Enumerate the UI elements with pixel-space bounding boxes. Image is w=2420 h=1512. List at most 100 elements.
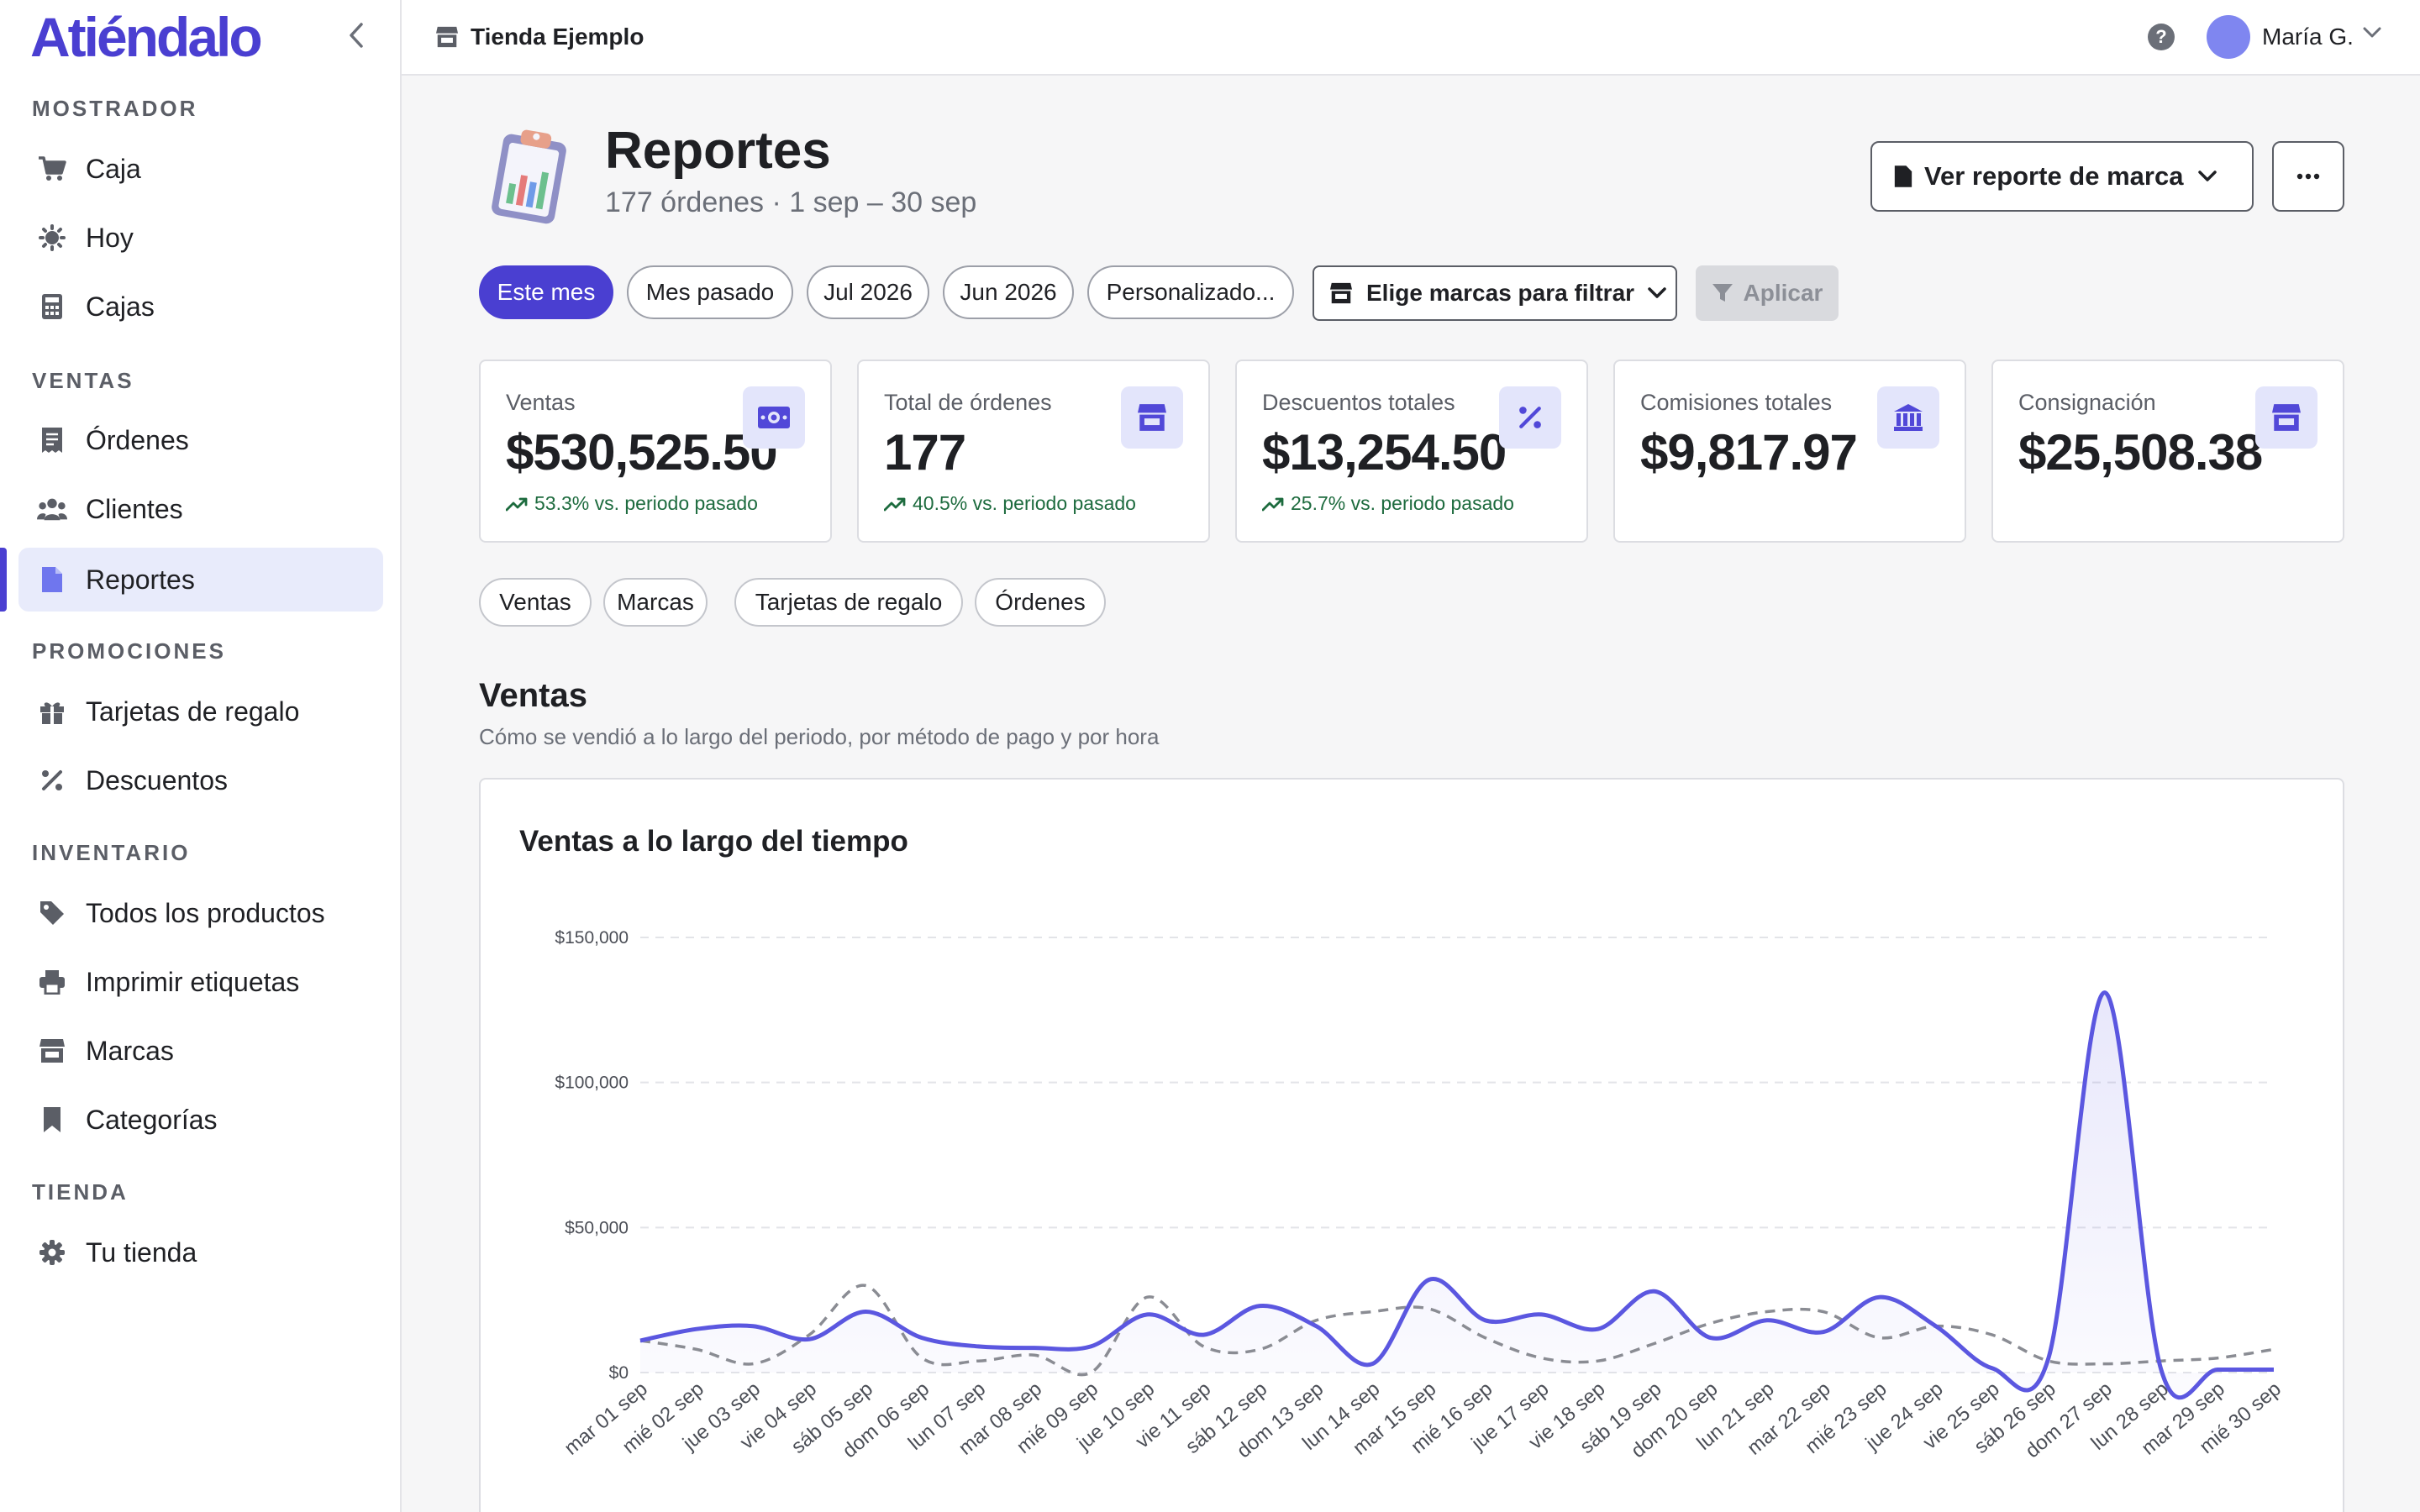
sidebar-item-label: Tarjetas de regalo (86, 696, 300, 727)
section-title: Ventas (479, 677, 587, 714)
series-area (640, 992, 2274, 1398)
date-chip-este-mes[interactable]: Este mes (479, 265, 613, 319)
nav-section-ventas: VENTAS (32, 368, 134, 393)
sidebar-item-label: Marcas (86, 1035, 174, 1066)
brand-filter-label: Elige marcas para filtrar (1366, 280, 1635, 306)
sun-icon (37, 223, 67, 253)
more-options-button[interactable] (2272, 141, 2344, 212)
brand-filter-select[interactable]: Elige marcas para filtrar (1313, 265, 1677, 321)
tag-icon (37, 898, 67, 928)
sidebar-item-label: Reportes (86, 564, 195, 595)
sidebar-item-hoy[interactable]: Hoy (18, 206, 383, 270)
trend-up-icon (884, 496, 906, 512)
topbar: Tienda Ejemplo ? María G. (402, 0, 2420, 76)
file-icon (1894, 165, 1912, 188)
chevron-down-icon[interactable] (2363, 27, 2381, 43)
kpi-value: $13,254.50 (1262, 424, 1507, 480)
printer-icon (37, 967, 67, 997)
sidebar-item-clientes[interactable]: Clientes (18, 477, 383, 541)
apply-button[interactable]: Aplicar (1696, 265, 1839, 321)
kpi-label: Total de órdenes (884, 390, 1052, 415)
sidebar-item-tarjetas-de-regalo[interactable]: Tarjetas de regalo (18, 680, 383, 743)
page-title: Reportes (605, 122, 831, 180)
chevron-down-icon (2198, 171, 2217, 182)
store-selector[interactable]: Tienda Ejemplo (435, 24, 644, 50)
sidebar-item-label: Tu tienda (86, 1236, 197, 1268)
sidebar-item-label: Todos los productos (86, 897, 325, 928)
nav-section-inventario: INVENTARIO (32, 840, 191, 865)
chart-title: Ventas a lo largo del tiempo (519, 825, 908, 858)
sidebar-item-label: Descuentos (86, 764, 228, 795)
calculator-icon (37, 291, 67, 322)
store-icon (37, 1036, 67, 1066)
date-chip-jun-2026[interactable]: Jun 2026 (943, 265, 1074, 319)
kpi-value: $9,817.97 (1640, 424, 1858, 480)
app-logo[interactable]: Atiéndalo (30, 6, 263, 68)
kpi-delta-label: 53.3% vs. periodo pasado (534, 492, 758, 514)
report-tab-ordenes[interactable]: Órdenes (975, 578, 1106, 627)
store-icon (1329, 282, 1353, 304)
sidebar-item-label: Órdenes (86, 424, 189, 455)
kpi-value: 177 (884, 424, 966, 480)
sidebar-item-label: Hoy (86, 222, 134, 253)
sidebar-item-cajas[interactable]: Cajas (18, 275, 383, 339)
sidebar-item-reportes[interactable]: Reportes (18, 548, 383, 612)
cash-icon (743, 386, 805, 449)
sidebar-item-marcas[interactable]: Marcas (18, 1019, 383, 1083)
section-subtitle: Cómo se vendió a lo largo del periodo, p… (479, 724, 1160, 749)
y-tick-label: $150,000 (555, 928, 629, 948)
brand-report-button[interactable]: Ver reporte de marca (1870, 141, 2254, 212)
sidebar-item-label: Categorías (86, 1104, 218, 1135)
collapse-sidebar-button[interactable] (338, 17, 375, 54)
nav-section-mostrador: MOSTRADOR (32, 96, 198, 121)
user-name[interactable]: María G. (2262, 24, 2354, 50)
chevron-down-icon (1648, 287, 1666, 299)
sidebar-item-todos-los-productos[interactable]: Todos los productos (18, 881, 383, 945)
sidebar-item-tu-tienda[interactable]: Tu tienda (18, 1221, 383, 1284)
sidebar-item-ordenes[interactable]: Órdenes (18, 408, 383, 472)
kpi-label: Descuentos totales (1262, 390, 1455, 415)
y-tick-label: $100,000 (555, 1074, 629, 1093)
page-subtitle: 177 órdenes · 1 sep – 30 sep (605, 186, 977, 218)
gear-icon (37, 1237, 67, 1268)
help-icon[interactable]: ? (2148, 24, 2175, 50)
sidebar-item-caja[interactable]: Caja (18, 137, 383, 201)
kpi-delta-label: 40.5% vs. periodo pasado (913, 492, 1136, 514)
sidebar-item-categorias[interactable]: Categorías (18, 1088, 383, 1152)
sidebar-item-label: Cajas (86, 291, 155, 322)
cart-icon (37, 154, 67, 184)
percent-icon (1499, 386, 1561, 449)
gift-icon (37, 696, 67, 727)
percent-icon (37, 765, 67, 795)
kpi-value: $25,508.38 (2018, 424, 2263, 480)
chevron-left-icon (350, 23, 363, 48)
report-tab-tarjetas-de-regalo[interactable]: Tarjetas de regalo (734, 578, 963, 627)
trend-up-icon (506, 496, 528, 512)
kpi-card-consignacion: Consignación $25,508.38 (1991, 360, 2344, 543)
receipt-icon (37, 425, 67, 455)
date-chip-mes-pasado[interactable]: Mes pasado (627, 265, 793, 319)
report-tab-ventas[interactable]: Ventas (479, 578, 592, 627)
kpi-card-descuentos: Descuentos totales $13,254.50 25.7% vs. … (1235, 360, 1588, 543)
avatar[interactable] (2207, 15, 2250, 59)
store-name-label: Tienda Ejemplo (471, 24, 644, 50)
store-icon (435, 26, 459, 48)
kpi-card-comisiones: Comisiones totales $9,817.97 (1613, 360, 1966, 543)
bank-icon (1877, 386, 1939, 449)
kpi-label: Consignación (2018, 390, 2156, 415)
sidebar-item-descuentos[interactable]: Descuentos (18, 748, 383, 812)
date-chip-personalizado[interactable]: Personalizado... (1087, 265, 1294, 319)
kpi-delta-label: 25.7% vs. periodo pasado (1291, 492, 1514, 514)
kpi-value: $530,525.50 (506, 424, 778, 480)
kpi-label: Ventas (506, 390, 576, 415)
clipboard-chart-icon (486, 126, 573, 225)
bookmark-icon (37, 1105, 67, 1135)
sidebar-item-label: Caja (86, 153, 141, 184)
users-icon (37, 494, 67, 524)
series-line-current (639, 990, 2274, 1400)
report-tab-marcas[interactable]: Marcas (603, 578, 708, 627)
sidebar-item-imprimir-etiquetas[interactable]: Imprimir etiquetas (18, 950, 383, 1014)
date-chip-jul-2026[interactable]: Jul 2026 (807, 265, 929, 319)
active-indicator (0, 548, 7, 612)
